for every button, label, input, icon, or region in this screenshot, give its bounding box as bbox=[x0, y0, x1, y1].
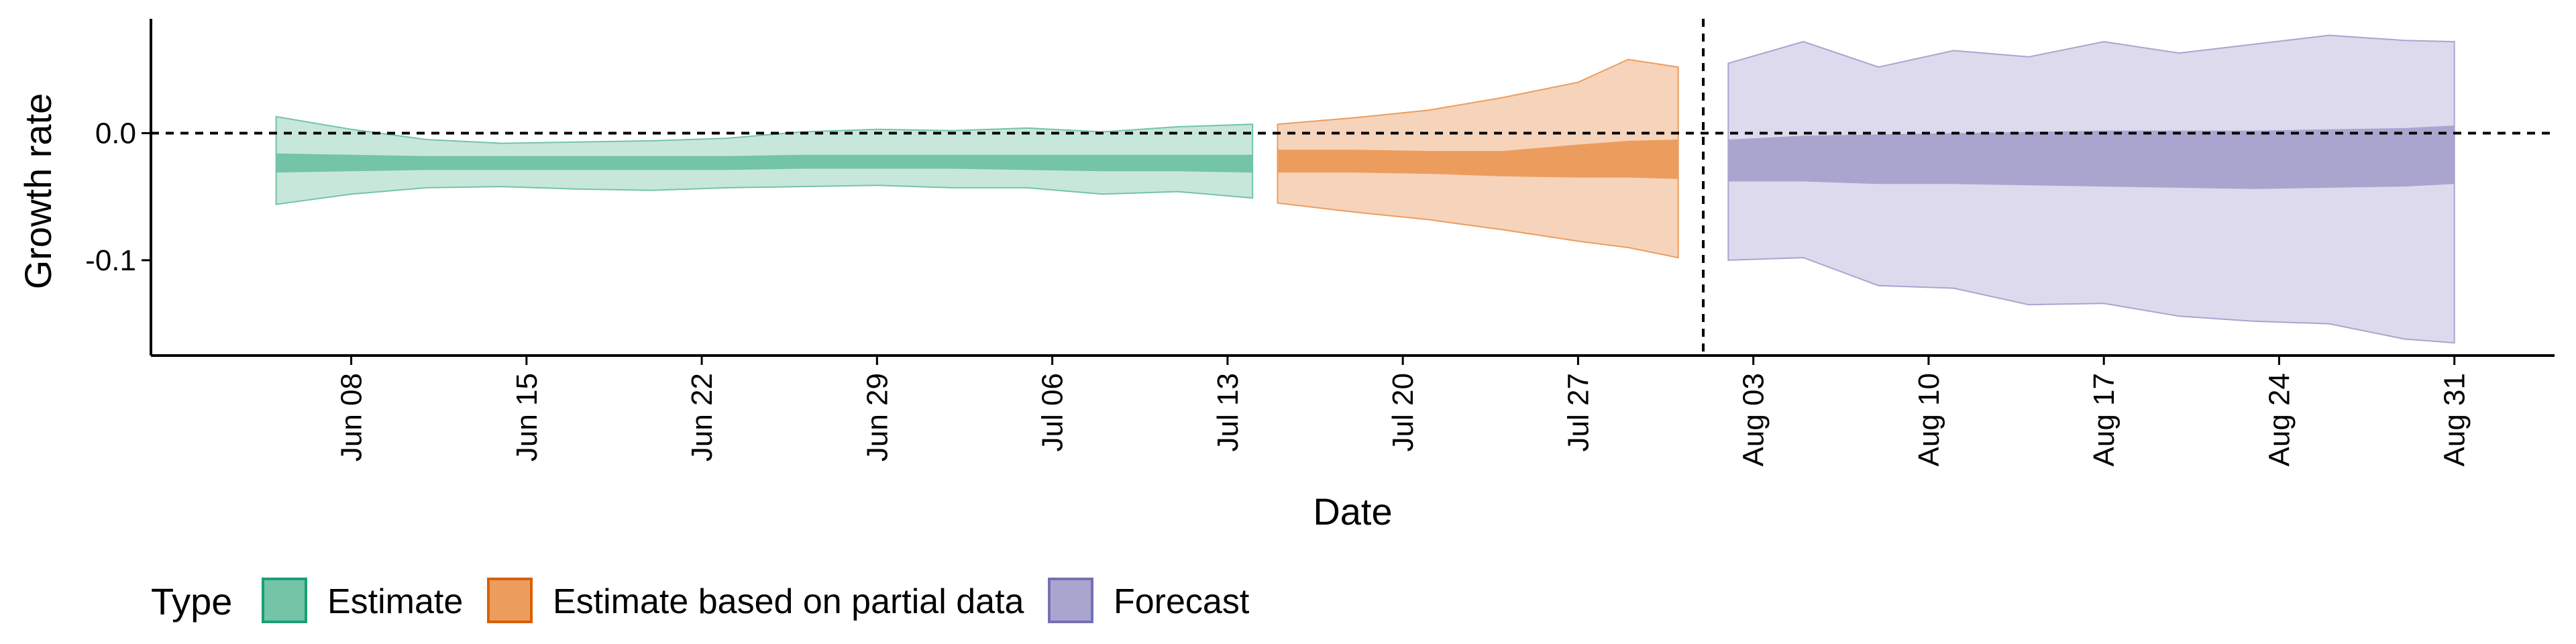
x-tick-label-8: Aug 03 bbox=[1737, 373, 1770, 466]
series-2 bbox=[1727, 34, 2455, 344]
x-tick-label-11: Aug 24 bbox=[2263, 373, 2296, 466]
legend-label-2: Forecast bbox=[1114, 582, 1250, 621]
series-0-inner-band bbox=[276, 153, 1253, 173]
axes-layer: 0.0 -0.1 Jun 08 Jun 15 Jun 22 Jun 29 Jul 06 Jul… bbox=[17, 19, 2555, 533]
legend-key-0 bbox=[262, 578, 307, 623]
x-tick-label-6: Jul 20 bbox=[1387, 373, 1419, 451]
y-tick-label-0: 0.0 bbox=[95, 117, 136, 150]
x-axis-title: Date bbox=[1313, 490, 1392, 533]
x-tick-label-12: Aug 31 bbox=[2438, 373, 2471, 466]
series-1 bbox=[1277, 58, 1679, 259]
series-2-inner-band bbox=[1728, 125, 2455, 189]
bands-layer bbox=[275, 34, 2455, 344]
y-axis-title: Growth rate bbox=[17, 93, 59, 290]
legend-label-0: Estimate bbox=[327, 582, 463, 621]
x-tick-label-7: Jul 27 bbox=[1562, 373, 1595, 451]
series-1-inner-band bbox=[1277, 140, 1678, 179]
reference-lines bbox=[151, 19, 2555, 356]
x-tick-label-3: Jun 29 bbox=[861, 373, 894, 462]
x-tick-label-10: Aug 17 bbox=[2088, 373, 2121, 466]
legend-title: Type bbox=[151, 580, 232, 623]
series-0 bbox=[275, 115, 1254, 205]
legend-key-2 bbox=[1048, 578, 1093, 623]
legend: Type Estimate Estimate based on partial da… bbox=[151, 578, 1250, 623]
x-tick-label-9: Aug 10 bbox=[1913, 373, 1945, 466]
legend-key-1 bbox=[487, 578, 533, 623]
x-tick-label-0: Jun 08 bbox=[335, 373, 368, 462]
x-tick-label-1: Jun 15 bbox=[511, 373, 543, 462]
legend-label-1: Estimate based on partial data bbox=[553, 582, 1024, 621]
x-tick-label-5: Jul 13 bbox=[1212, 373, 1244, 451]
y-tick-label-1: -0.1 bbox=[85, 244, 136, 277]
x-tick-label-2: Jun 22 bbox=[686, 373, 718, 462]
series-2-outer-band bbox=[1727, 34, 2455, 344]
x-tick-label-4: Jul 06 bbox=[1036, 373, 1069, 451]
